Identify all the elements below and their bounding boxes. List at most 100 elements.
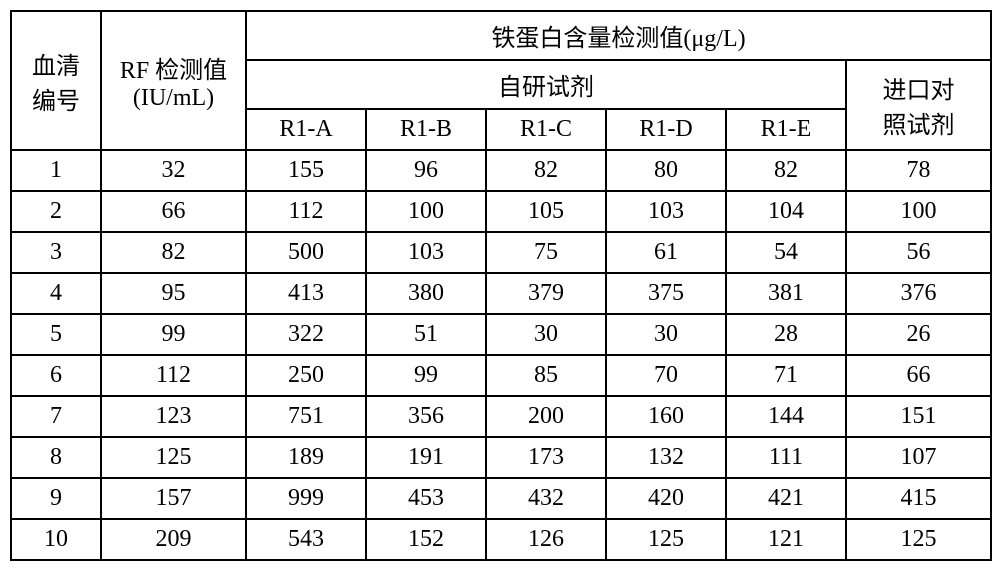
table-row: 10209543152126125121125: [11, 519, 991, 560]
cell-b: 453: [366, 478, 486, 519]
cell-c: 200: [486, 396, 606, 437]
cell-rf: 112: [101, 355, 246, 396]
cell-b: 99: [366, 355, 486, 396]
cell-a: 155: [246, 150, 366, 191]
cell-e: 82: [726, 150, 846, 191]
header-serum-no-l2: 编号: [32, 89, 80, 115]
cell-rf: 66: [101, 191, 246, 232]
cell-c: 379: [486, 273, 606, 314]
cell-e: 28: [726, 314, 846, 355]
header-import-l1: 进口对: [883, 78, 955, 104]
cell-id: 1: [11, 150, 101, 191]
cell-id: 3: [11, 232, 101, 273]
cell-a: 112: [246, 191, 366, 232]
cell-a: 543: [246, 519, 366, 560]
table-row: 5993225130302826: [11, 314, 991, 355]
header-rf-value: RF 检测值 (IU/mL): [101, 11, 246, 150]
cell-id: 4: [11, 273, 101, 314]
cell-ctrl: 125: [846, 519, 991, 560]
cell-b: 356: [366, 396, 486, 437]
cell-ctrl: 56: [846, 232, 991, 273]
table-row: 266112100105103104100: [11, 191, 991, 232]
cell-c: 75: [486, 232, 606, 273]
cell-id: 7: [11, 396, 101, 437]
cell-ctrl: 415: [846, 478, 991, 519]
cell-rf: 32: [101, 150, 246, 191]
cell-d: 132: [606, 437, 726, 478]
cell-ctrl: 100: [846, 191, 991, 232]
table-row: 495413380379375381376: [11, 273, 991, 314]
cell-rf: 123: [101, 396, 246, 437]
cell-a: 999: [246, 478, 366, 519]
cell-id: 5: [11, 314, 101, 355]
header-rf-l2: (IU/mL): [133, 85, 214, 111]
header-import-ctrl: 进口对 照试剂: [846, 60, 991, 150]
ferritin-data-table: 血清 编号 RF 检测值 (IU/mL) 铁蛋白含量检测值(μg/L) 自研试剂…: [10, 10, 992, 561]
cell-rf: 125: [101, 437, 246, 478]
cell-d: 30: [606, 314, 726, 355]
cell-b: 380: [366, 273, 486, 314]
header-col-r1d: R1-D: [606, 109, 726, 150]
cell-a: 250: [246, 355, 366, 396]
table-row: 38250010375615456: [11, 232, 991, 273]
cell-d: 70: [606, 355, 726, 396]
cell-a: 189: [246, 437, 366, 478]
cell-e: 421: [726, 478, 846, 519]
cell-c: 432: [486, 478, 606, 519]
cell-rf: 95: [101, 273, 246, 314]
cell-e: 54: [726, 232, 846, 273]
table-row: 9157999453432420421415: [11, 478, 991, 519]
cell-ctrl: 151: [846, 396, 991, 437]
cell-id: 8: [11, 437, 101, 478]
header-import-l2: 照试剂: [883, 113, 955, 139]
cell-rf: 157: [101, 478, 246, 519]
cell-id: 10: [11, 519, 101, 560]
cell-c: 30: [486, 314, 606, 355]
header-self-dev: 自研试剂: [246, 60, 846, 109]
cell-ctrl: 26: [846, 314, 991, 355]
cell-b: 152: [366, 519, 486, 560]
cell-c: 85: [486, 355, 606, 396]
cell-ctrl: 78: [846, 150, 991, 191]
table-row: 8125189191173132111107: [11, 437, 991, 478]
cell-a: 413: [246, 273, 366, 314]
cell-e: 121: [726, 519, 846, 560]
table-header: 血清 编号 RF 检测值 (IU/mL) 铁蛋白含量检测值(μg/L) 自研试剂…: [11, 11, 991, 150]
header-col-r1a: R1-A: [246, 109, 366, 150]
cell-d: 80: [606, 150, 726, 191]
cell-b: 51: [366, 314, 486, 355]
cell-b: 103: [366, 232, 486, 273]
cell-b: 96: [366, 150, 486, 191]
table-row: 1321559682808278: [11, 150, 991, 191]
header-serum-no: 血清 编号: [11, 11, 101, 150]
cell-e: 104: [726, 191, 846, 232]
cell-b: 191: [366, 437, 486, 478]
cell-a: 322: [246, 314, 366, 355]
header-serum-no-l1: 血清: [32, 54, 80, 80]
cell-id: 2: [11, 191, 101, 232]
cell-d: 420: [606, 478, 726, 519]
table-row: 61122509985707166: [11, 355, 991, 396]
cell-c: 173: [486, 437, 606, 478]
cell-ctrl: 107: [846, 437, 991, 478]
cell-rf: 99: [101, 314, 246, 355]
cell-a: 751: [246, 396, 366, 437]
cell-c: 105: [486, 191, 606, 232]
header-col-r1c: R1-C: [486, 109, 606, 150]
cell-d: 125: [606, 519, 726, 560]
cell-d: 160: [606, 396, 726, 437]
cell-ctrl: 66: [846, 355, 991, 396]
header-col-r1e: R1-E: [726, 109, 846, 150]
cell-ctrl: 376: [846, 273, 991, 314]
cell-e: 71: [726, 355, 846, 396]
cell-a: 500: [246, 232, 366, 273]
cell-e: 144: [726, 396, 846, 437]
cell-d: 103: [606, 191, 726, 232]
cell-e: 111: [726, 437, 846, 478]
header-ferritin-title: 铁蛋白含量检测值(μg/L): [246, 11, 991, 60]
cell-id: 6: [11, 355, 101, 396]
cell-rf: 82: [101, 232, 246, 273]
header-col-r1b: R1-B: [366, 109, 486, 150]
cell-e: 381: [726, 273, 846, 314]
cell-rf: 209: [101, 519, 246, 560]
